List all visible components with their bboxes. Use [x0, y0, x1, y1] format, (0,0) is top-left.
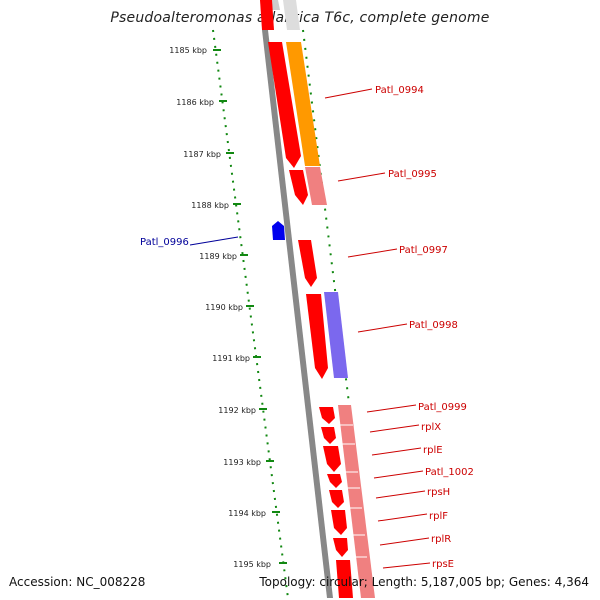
top-gene-block-red [260, 0, 274, 30]
gene-rple-red[interactable] [323, 446, 341, 472]
gene-label[interactable]: Patl_0996 [140, 237, 189, 248]
kbp-label: 1192 kbp [218, 406, 256, 415]
backbone [262, 30, 333, 598]
gene-label[interactable]: rplE [423, 445, 443, 456]
kbp-label: 1191 kbp [212, 354, 250, 363]
kbp-label: 1189 kbp [199, 252, 237, 261]
gene-rplx-red[interactable] [321, 427, 336, 444]
kbp-scale: 1185 kbp 1186 kbp 1187 kbp 1188 kbp 1189… [169, 46, 287, 569]
gene-patl0994-red[interactable] [268, 42, 301, 168]
kbp-label: 1195 kbp [233, 560, 271, 569]
gene-label[interactable]: Patl_1002 [425, 467, 474, 478]
gene-label[interactable]: Patl_0999 [418, 402, 467, 413]
gene-label[interactable]: rplF [429, 511, 448, 522]
kbp-label: 1187 kbp [183, 150, 221, 159]
gene-patl0998-purple[interactable] [324, 292, 348, 378]
gene-patl0994-orange[interactable] [286, 42, 320, 166]
gene-patl0999-red[interactable] [319, 407, 335, 424]
gene-rplf-red[interactable] [331, 510, 347, 535]
gene-patl0998-red[interactable] [306, 294, 328, 379]
kbp-label: 1193 kbp [223, 458, 261, 467]
top-pink-block [283, 0, 300, 30]
gene-label[interactable]: Patl_0994 [375, 85, 424, 96]
gene-label[interactable]: Patl_0995 [388, 169, 437, 180]
kbp-label: 1194 kbp [228, 509, 266, 518]
label-leaders [189, 88, 431, 569]
gene-label[interactable]: Patl_0997 [399, 245, 448, 256]
gene-rplr-red[interactable] [333, 538, 348, 557]
kbp-label: 1185 kbp [169, 46, 207, 55]
gene-patl1002-red[interactable] [327, 474, 342, 488]
map-title: Pseudoalteromonas atlantica T6c, complet… [110, 10, 490, 26]
kbp-label: 1190 kbp [205, 303, 243, 312]
gene-label[interactable]: rpsH [427, 487, 450, 498]
kbp-label: 1188 kbp [191, 201, 229, 210]
gene-label[interactable]: rplX [421, 422, 441, 433]
gene-patl0996-blue[interactable] [272, 221, 285, 240]
gene-labels: Patl_0994 Patl_0995 Patl_0997 Patl_0998 … [140, 85, 474, 570]
pink-band-separators [339, 424, 367, 558]
gene-patl0995-pink[interactable] [305, 167, 327, 205]
gene-label[interactable]: rpsE [432, 559, 454, 570]
gene-rpsh-red[interactable] [329, 490, 344, 508]
gene-patl0997-red[interactable] [298, 240, 317, 287]
ribosomal-pink-band [338, 405, 375, 598]
gene-rpse-red[interactable] [336, 560, 353, 598]
gene-label[interactable]: rplR [431, 534, 451, 545]
kbp-label: 1186 kbp [176, 98, 214, 107]
genome-stats: Topology: circular; Length: 5,187,005 bp… [259, 575, 589, 589]
gene-patl0995-red[interactable] [289, 170, 308, 205]
accession-label: Accession: NC_008228 [9, 575, 146, 589]
gene-label[interactable]: Patl_0998 [409, 320, 458, 331]
